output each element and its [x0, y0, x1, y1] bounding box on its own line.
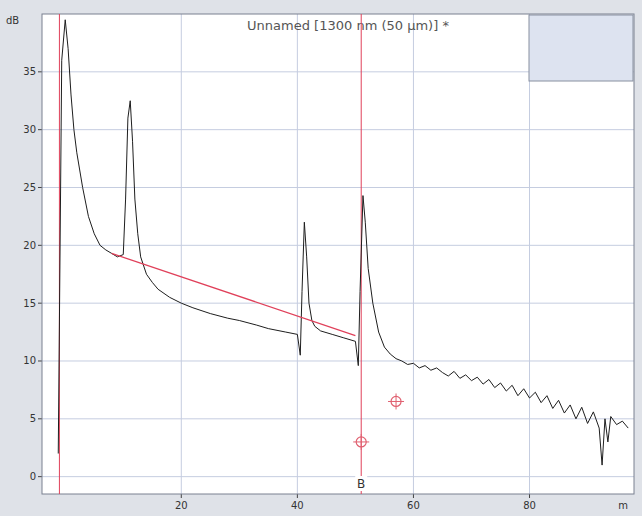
title: Unnamed [1300 nm (50 µm)] * — [247, 18, 449, 33]
tick — [181, 494, 182, 498]
tick — [38, 245, 42, 246]
tick-label: 0 — [30, 471, 36, 482]
chart: 0 5 10 15 20 25 30 35 20 40 60 80 Unnamed [1300 nm (… — [0, 0, 642, 516]
tick — [38, 476, 42, 477]
grid-line — [42, 360, 634, 361]
label-patch — [355, 476, 367, 491]
plot-frame — [42, 14, 634, 494]
tick-label: 80 — [523, 500, 536, 511]
tick-label: 10 — [23, 355, 36, 366]
background — [0, 0, 642, 516]
tick — [38, 360, 42, 361]
tick — [38, 418, 42, 419]
tick-label: 35 — [23, 66, 36, 77]
tick — [38, 187, 42, 188]
marker-cross — [396, 393, 397, 409]
tick — [529, 494, 530, 498]
tick-label: 5 — [30, 413, 36, 424]
inset-box — [529, 15, 633, 81]
tick — [38, 303, 42, 304]
data-group — [58, 14, 628, 494]
cross-marker — [388, 393, 404, 409]
tick-label: 30 — [23, 124, 36, 135]
axis-label: dB — [6, 15, 19, 26]
grid-line — [42, 303, 634, 304]
grid-line — [413, 14, 414, 494]
cross-marker — [353, 434, 369, 450]
tick-label: 25 — [23, 182, 36, 193]
series-line — [112, 253, 356, 335]
tick — [297, 494, 298, 498]
grid-line — [42, 187, 634, 188]
tick — [413, 494, 414, 498]
tick-label: 20 — [23, 240, 36, 251]
tick — [38, 71, 42, 72]
grid-line — [181, 14, 182, 494]
tick-label: 60 — [407, 500, 420, 511]
series-line — [58, 20, 628, 465]
tick-label: 20 — [175, 500, 188, 511]
grid-line — [529, 14, 530, 494]
tick-label: 40 — [291, 500, 304, 511]
grid-line — [297, 14, 298, 494]
grid-line — [42, 418, 634, 419]
grid-line — [42, 129, 634, 130]
grid-line — [42, 476, 634, 477]
tick — [38, 129, 42, 130]
cursor-label: B — [357, 477, 365, 491]
grid-line — [42, 245, 634, 246]
plot-area — [42, 14, 634, 494]
tick-label: 15 — [23, 298, 36, 309]
axis-label: m — [618, 500, 628, 511]
marker-cross — [361, 434, 362, 450]
